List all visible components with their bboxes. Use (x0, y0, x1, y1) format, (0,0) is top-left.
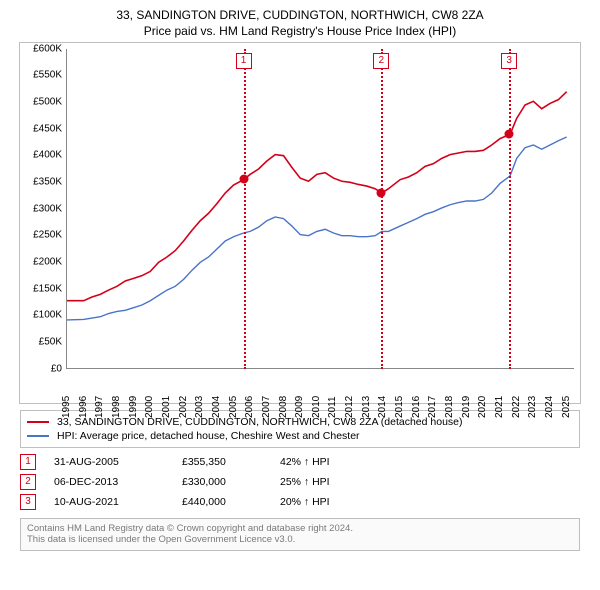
x-tick-label: 2004 (211, 395, 222, 417)
event-pct: 20% ↑ HPI (280, 496, 380, 508)
footer-line1: Contains HM Land Registry data © Crown c… (27, 523, 573, 535)
legend-swatch (27, 435, 49, 437)
y-tick-label: £50K (22, 336, 62, 347)
x-tick-label: 2016 (411, 395, 422, 417)
x-tick-label: 2019 (461, 395, 472, 417)
x-tick-label: 2018 (444, 395, 455, 417)
event-pct: 25% ↑ HPI (280, 476, 380, 488)
x-tick-label: 2007 (261, 395, 272, 417)
legend-row: HPI: Average price, detached house, Ches… (27, 429, 573, 443)
y-tick-label: £0 (22, 363, 62, 374)
event-pct: 42% ↑ HPI (280, 456, 380, 468)
event-date: 10-AUG-2021 (54, 496, 164, 508)
plot-svg (67, 49, 575, 369)
x-tick-label: 1999 (128, 395, 139, 417)
series-hpi (67, 137, 567, 320)
x-tick-label: 2001 (161, 395, 172, 417)
event-table-marker: 1 (20, 454, 36, 470)
x-tick-label: 2020 (477, 395, 488, 417)
event-vline (244, 49, 246, 369)
event-vline (381, 49, 383, 369)
x-tick-label: 2022 (511, 395, 522, 417)
title-line1: 33, SANDINGTON DRIVE, CUDDINGTON, NORTHW… (10, 8, 590, 24)
x-tick-label: 2008 (278, 395, 289, 417)
title-line2: Price paid vs. HM Land Registry's House … (10, 24, 590, 38)
y-tick-label: £200K (22, 256, 62, 267)
event-price: £440,000 (182, 496, 262, 508)
x-tick-label: 1998 (111, 395, 122, 417)
event-row: 3 10-AUG-2021 £440,000 20% ↑ HPI (20, 492, 580, 512)
y-tick-label: £500K (22, 96, 62, 107)
event-table: 1 31-AUG-2005 £355,350 42% ↑ HPI 2 06-DEC-201… (20, 452, 580, 512)
event-vline (509, 49, 511, 369)
x-tick-label: 2005 (228, 395, 239, 417)
x-tick-label: 2025 (561, 395, 572, 417)
x-tick-label: 2000 (144, 395, 155, 417)
chart-frame: £0 £50K £100K £150K £200K £250K £300K £350K £400… (19, 42, 581, 404)
event-row: 1 31-AUG-2005 £355,350 42% ↑ HPI (20, 452, 580, 472)
x-tick-label: 2009 (294, 395, 305, 417)
event-table-marker: 2 (20, 474, 36, 490)
event-point-2 (377, 188, 386, 197)
x-tick-label: 1997 (94, 395, 105, 417)
event-point-3 (505, 129, 514, 138)
attribution-footer: Contains HM Land Registry data © Crown c… (20, 518, 580, 552)
x-tick-label: 2017 (427, 395, 438, 417)
x-tick-label: 1995 (61, 395, 72, 417)
x-tick-label: 2015 (394, 395, 405, 417)
legend-swatch (27, 421, 49, 423)
x-tick-label: 2011 (327, 396, 338, 418)
x-tick-label: 2024 (544, 395, 555, 417)
y-tick-label: £350K (22, 176, 62, 187)
event-date: 31-AUG-2005 (54, 456, 164, 468)
plot-area (66, 49, 574, 369)
x-tick-label: 2006 (244, 395, 255, 417)
event-price: £330,000 (182, 476, 262, 488)
y-tick-label: £150K (22, 283, 62, 294)
event-marker-1: 1 (236, 53, 252, 69)
event-point-1 (239, 175, 248, 184)
house-price-chart: 33, SANDINGTON DRIVE, CUDDINGTON, NORTHW… (0, 0, 600, 590)
y-tick-label: £550K (22, 70, 62, 81)
x-tick-label: 1996 (78, 395, 89, 417)
event-marker-3: 3 (501, 53, 517, 69)
event-table-marker: 3 (20, 494, 36, 510)
event-date: 06-DEC-2013 (54, 476, 164, 488)
x-tick-label: 2021 (494, 395, 505, 417)
legend-label: HPI: Average price, detached house, Ches… (57, 430, 360, 442)
y-tick-label: £400K (22, 150, 62, 161)
x-tick-label: 2012 (344, 395, 355, 417)
x-tick-label: 2003 (194, 395, 205, 417)
event-price: £355,350 (182, 456, 262, 468)
x-tick-label: 2023 (527, 395, 538, 417)
y-tick-label: £600K (22, 43, 62, 54)
footer-line2: This data is licensed under the Open Gov… (27, 534, 573, 546)
x-tick-label: 2014 (377, 395, 388, 417)
x-tick-label: 2013 (361, 395, 372, 417)
y-tick-label: £250K (22, 230, 62, 241)
y-tick-label: £300K (22, 203, 62, 214)
x-tick-label: 2010 (311, 395, 322, 417)
y-tick-label: £100K (22, 310, 62, 321)
series-property (67, 91, 567, 300)
event-row: 2 06-DEC-2013 £330,000 25% ↑ HPI (20, 472, 580, 492)
event-marker-2: 2 (373, 53, 389, 69)
y-tick-label: £450K (22, 123, 62, 134)
x-tick-label: 2002 (178, 395, 189, 417)
